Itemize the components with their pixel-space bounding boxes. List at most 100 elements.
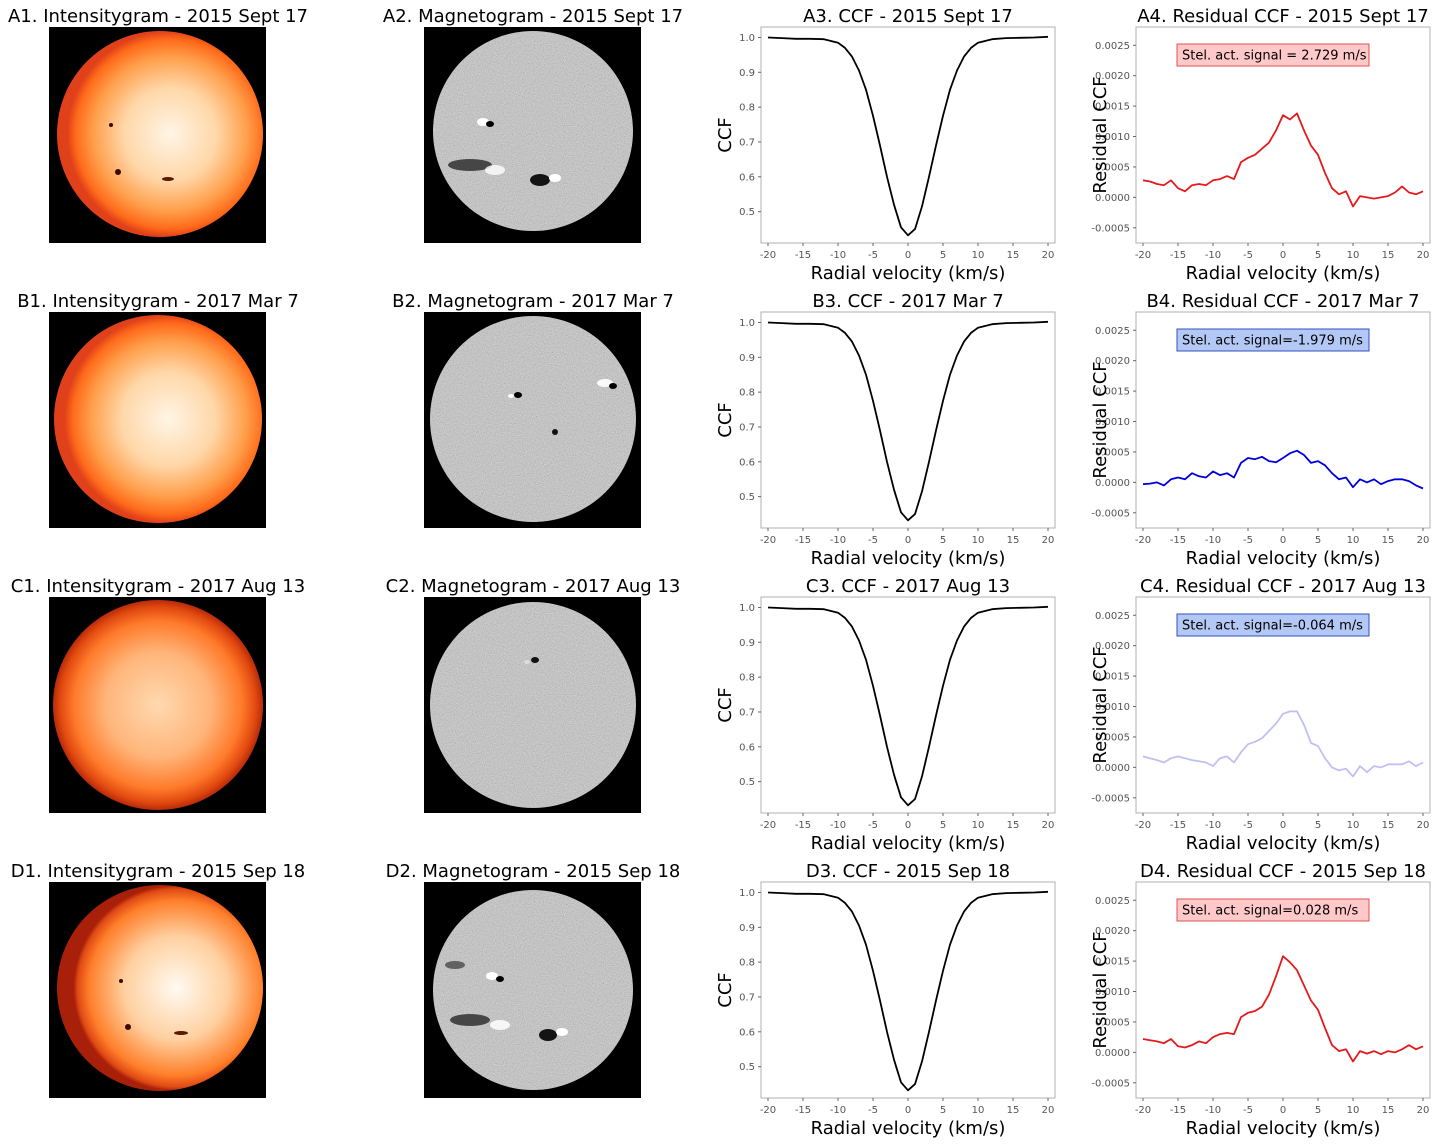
residual-ccf-plot: -20 -15 -10 -5 0 5 10 15 20 -0.0005 0.0000 0.0005 0.…	[1090, 311, 1431, 569]
x-tick-label: 15	[1382, 1105, 1395, 1116]
magnetic-region	[445, 961, 568, 1041]
y-tick-label: 0.8	[739, 673, 755, 684]
x-tick-label: 20	[1042, 535, 1055, 546]
x-tick-label: -10	[830, 250, 846, 261]
x-tick-label: -10	[1205, 1105, 1221, 1116]
x-tick-label: 10	[972, 1105, 985, 1116]
y-tick-label: 0.9	[739, 68, 755, 79]
ccf-title: A3. CCF - 2015 Sept 17	[803, 6, 1013, 27]
y-tick-label: 0.0015	[1095, 387, 1130, 398]
y-tick-label: 0.7	[739, 422, 755, 433]
plot-frame	[760, 596, 1056, 814]
x-tick-label: -10	[1205, 535, 1221, 546]
signal-label: Stel. act. signal = 2.729 m/s	[1182, 49, 1367, 64]
y-tick-label: 0.0020	[1095, 71, 1130, 82]
intensitygram-title: D1. Intensitygram - 2015 Sep 18	[11, 861, 306, 882]
y-tick-label: 0.7	[739, 992, 755, 1003]
x-tick-label: 15	[1382, 820, 1395, 831]
x-tick-label: -5	[868, 820, 878, 831]
y-tick-label: 0.0005	[1095, 447, 1130, 458]
y-tick-label: 0.8	[739, 388, 755, 399]
x-tick-label: 0	[905, 820, 911, 831]
y-tick-label: -0.0005	[1091, 793, 1130, 804]
x-axis-label: Radial velocity (km/s)	[1186, 263, 1381, 284]
x-tick-label: -5	[868, 250, 878, 261]
y-axis-label: CCF	[715, 972, 736, 1008]
x-tick-label: 20	[1042, 1105, 1055, 1116]
series-line	[1142, 955, 1424, 1063]
x-tick-label: -20	[1135, 820, 1151, 831]
series-line	[767, 320, 1049, 522]
y-tick-label: 0.0000	[1095, 1048, 1130, 1059]
x-tick-label: 0	[1280, 250, 1286, 261]
magnetogram-image	[424, 597, 641, 813]
residual-title: D4. Residual CCF - 2015 Sep 18	[1140, 861, 1426, 882]
y-tick-label: -0.0005	[1091, 223, 1130, 234]
x-axis-label: Radial velocity (km/s)	[1186, 1118, 1381, 1139]
residual-title: A4. Residual CCF - 2015 Sept 17	[1137, 6, 1429, 27]
plot-frame	[760, 311, 1056, 529]
signal-label: Stel. act. signal=-1.979 m/s	[1182, 334, 1363, 349]
y-tick-label: 0.0010	[1095, 417, 1130, 428]
x-tick-label: -15	[1170, 820, 1186, 831]
x-tick-label: 15	[1007, 250, 1020, 261]
y-tick-label: 0.5	[739, 1062, 755, 1073]
ccf-plot: -20 -15 -10 -5 0 5 10 15 20 0.5 0.6 0.7 0.8 0.9 1.0 Rad…	[715, 26, 1056, 284]
magnetogram-title: C2. Magnetogram - 2017 Aug 13	[386, 576, 681, 597]
x-tick-label: -5	[1243, 820, 1253, 831]
x-tick-label: 20	[1417, 820, 1430, 831]
magnetic-region	[448, 118, 561, 186]
y-tick-label: 0.0010	[1095, 702, 1130, 713]
intensitygram-image	[49, 27, 266, 243]
x-tick-label: -10	[830, 1105, 846, 1116]
x-tick-label: -5	[868, 1105, 878, 1116]
x-tick-label: -20	[1135, 535, 1151, 546]
signal-box	[1176, 898, 1370, 922]
residual-title: B4. Residual CCF - 2017 Mar 7	[1146, 291, 1419, 312]
magnetic-region	[508, 379, 617, 435]
y-tick-label: 0.9	[739, 353, 755, 364]
x-tick-label: -20	[760, 250, 776, 261]
plot-frame	[760, 26, 1056, 244]
y-tick-label: 1.0	[739, 33, 755, 44]
residual-title: C4. Residual CCF - 2017 Aug 13	[1140, 576, 1426, 597]
y-tick-label: 0.5	[739, 207, 755, 218]
x-tick-label: 0	[1280, 820, 1286, 831]
sunspot	[109, 123, 113, 127]
sunspot	[119, 979, 123, 983]
intensitygram-image	[49, 312, 266, 528]
intensitygram-image	[49, 882, 266, 1098]
y-tick-label: 0.0000	[1095, 763, 1130, 774]
x-tick-label: 20	[1042, 820, 1055, 831]
y-tick-label: 0.0015	[1095, 102, 1130, 113]
series-line	[1142, 449, 1424, 490]
x-tick-label: 10	[972, 535, 985, 546]
y-tick-label: 0.0020	[1095, 641, 1130, 652]
x-tick-label: 0	[1280, 1105, 1286, 1116]
y-axis-label: Residual CCF	[1090, 361, 1111, 478]
magnetogram-title: A2. Magnetogram - 2015 Sept 17	[383, 6, 683, 27]
x-tick-label: -15	[795, 535, 811, 546]
x-tick-label: 5	[1315, 820, 1321, 831]
sunspot	[162, 177, 174, 181]
y-tick-label: 0.8	[739, 958, 755, 969]
x-tick-label: 20	[1042, 250, 1055, 261]
x-tick-label: -15	[795, 250, 811, 261]
x-tick-label: -5	[1243, 1105, 1253, 1116]
y-axis-label: Residual CCF	[1090, 931, 1111, 1048]
y-tick-label: 0.0025	[1095, 611, 1130, 622]
x-tick-label: 10	[972, 250, 985, 261]
sunspot	[125, 1024, 131, 1030]
x-tick-label: 20	[1417, 535, 1430, 546]
plot-frame	[760, 881, 1056, 1099]
x-tick-label: -15	[795, 1105, 811, 1116]
y-axis-label: CCF	[715, 117, 736, 153]
x-tick-label: 5	[940, 250, 946, 261]
signal-box	[1176, 613, 1370, 637]
intensitygram-title: B1. Intensitygram - 2017 Mar 7	[17, 291, 299, 312]
magnetogram-title: D2. Magnetogram - 2015 Sep 18	[386, 861, 681, 882]
sunspot	[174, 1031, 188, 1035]
x-tick-label: 10	[972, 820, 985, 831]
x-tick-label: 10	[1347, 250, 1360, 261]
signal-label: Stel. act. signal=-0.064 m/s	[1182, 619, 1363, 634]
